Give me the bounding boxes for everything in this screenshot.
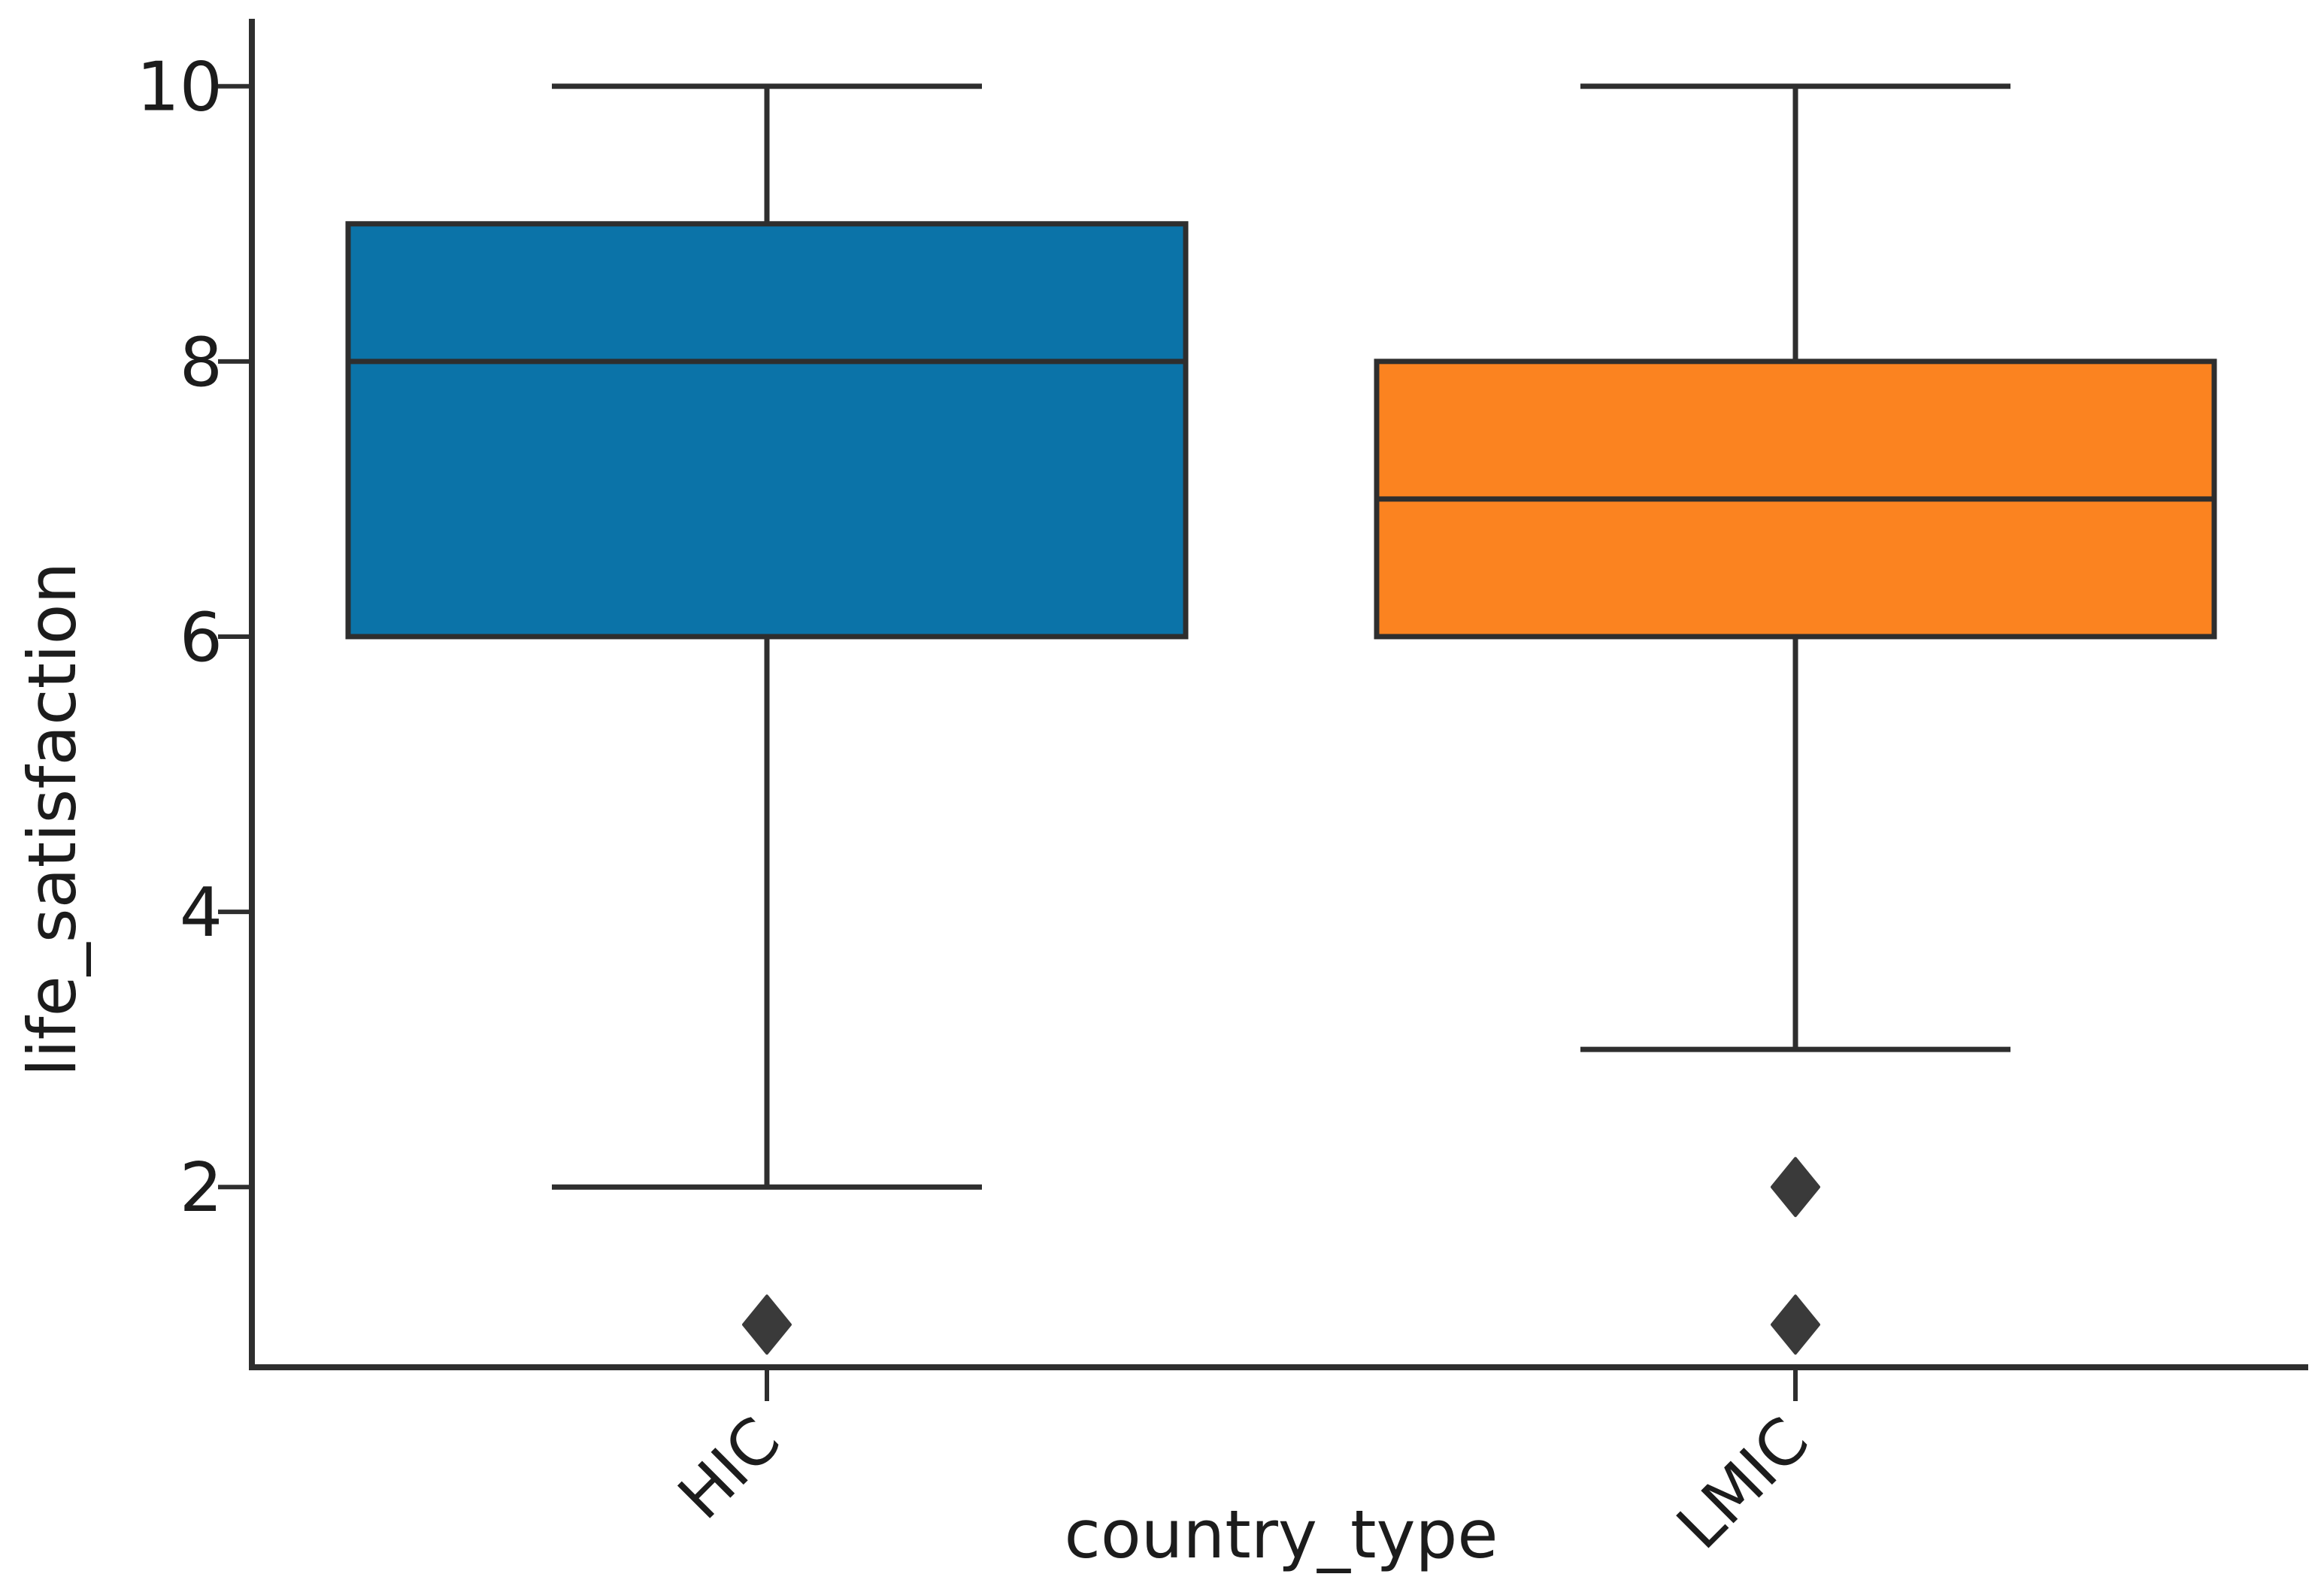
y-tick-label: 6 (180, 598, 223, 677)
y-tick-label: 2 (180, 1149, 223, 1227)
y-tick-label: 8 (180, 323, 223, 402)
box-lmic-outlier (1771, 1157, 1820, 1218)
box-hic-outlier (742, 1294, 792, 1355)
x-tick-label-lmic: LMIC (1663, 1403, 1823, 1563)
plot-area: 2 4 6 8 10 HIC LMIC (136, 19, 2308, 1563)
box-lmic-outlier (1771, 1294, 1820, 1355)
y-tick-label: 4 (180, 873, 223, 952)
x-axis-label: country_type (1064, 1496, 1498, 1573)
box-hic-iqr (345, 221, 1189, 640)
x-tick-label-hic: HIC (664, 1403, 794, 1533)
y-axis-label: life_satisfaction (14, 562, 91, 1076)
y-tick-label: 10 (136, 48, 223, 127)
